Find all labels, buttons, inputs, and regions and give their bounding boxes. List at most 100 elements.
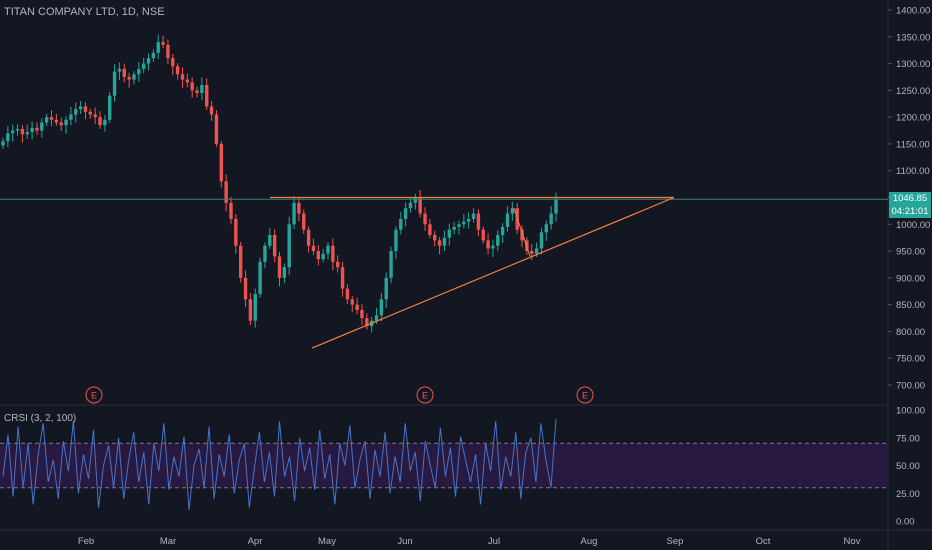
candle-body <box>219 143 223 182</box>
candle-body <box>54 119 59 123</box>
candle-body <box>238 245 243 278</box>
candle-body <box>554 199 558 214</box>
price-tick-label: 950.00 <box>896 247 925 258</box>
candle-body <box>151 52 156 59</box>
price-tick-label: 1000.00 <box>896 220 930 231</box>
bar-countdown-tag: 04:21:01 <box>889 205 931 219</box>
candle-body <box>306 229 311 246</box>
candle-body <box>74 109 78 115</box>
crsi-tick-label: 50.00 <box>896 461 920 472</box>
candle-body <box>491 245 495 249</box>
candle-body <box>389 251 393 278</box>
chart-title: TITAN COMPANY LTD, 1D, NSE <box>4 6 165 18</box>
candle-body <box>141 63 146 69</box>
price-tick-label: 750.00 <box>896 354 925 365</box>
candle-body <box>229 202 233 219</box>
candle-body <box>112 71 117 96</box>
candle-body <box>365 318 369 327</box>
candle-body <box>175 66 180 75</box>
earnings-marker <box>85 386 103 404</box>
candle-body <box>44 117 49 123</box>
candle-body <box>15 128 20 131</box>
candle-body <box>331 245 335 262</box>
candle-body <box>83 106 88 112</box>
candle-body <box>345 288 350 300</box>
candle-body <box>277 256 282 278</box>
crsi-line <box>2 418 557 510</box>
candle-body <box>64 119 68 126</box>
candle-body <box>452 226 456 230</box>
candle-body <box>350 299 354 305</box>
candle-body <box>282 267 287 278</box>
candle-body <box>205 85 209 107</box>
candle-body <box>103 119 107 126</box>
candle-body <box>486 240 490 249</box>
candle-body <box>40 122 44 131</box>
candle-body <box>146 58 151 64</box>
time-tick-label: Mar <box>160 536 176 547</box>
candle-body <box>418 197 422 214</box>
candle-body <box>297 202 301 214</box>
earnings-marker-label: E <box>91 391 97 401</box>
candle-body <box>209 106 214 115</box>
price-tick-label: 900.00 <box>896 273 925 284</box>
crsi-tick-label: 0.00 <box>896 517 915 528</box>
support-trendline <box>311 196 675 349</box>
price-tick-label: 1350.00 <box>896 32 930 43</box>
candle-body <box>127 76 131 80</box>
candle-body <box>234 218 238 246</box>
candle-body <box>69 114 73 120</box>
candle-body <box>360 310 364 319</box>
candle-body <box>1 141 5 146</box>
candle-body <box>408 202 413 209</box>
candle-body <box>263 245 267 262</box>
candle-body <box>374 315 379 321</box>
candle-body <box>316 251 321 260</box>
candle-body <box>505 213 510 227</box>
candle-body <box>466 218 471 222</box>
time-tick-label: Aug <box>581 536 598 547</box>
earnings-marker-label: E <box>422 391 428 401</box>
price-tick-label: 1100.00 <box>896 166 930 177</box>
candle-body <box>108 95 112 120</box>
candle-body <box>403 208 408 219</box>
candle-body <box>379 299 384 316</box>
candle-body <box>321 253 325 260</box>
candle-body <box>78 106 83 110</box>
candle-body <box>534 248 539 254</box>
candle-body <box>302 213 306 230</box>
candle-body <box>413 197 418 203</box>
candle-body <box>476 213 481 230</box>
candle-body <box>336 261 340 268</box>
time-tick-label: Nov <box>844 536 861 547</box>
candle-body <box>462 221 466 225</box>
candle-body <box>224 181 228 203</box>
crsi-tick-label: 25.00 <box>896 489 920 500</box>
earnings-marker-label: E <box>582 391 588 401</box>
candle-body <box>248 299 253 321</box>
candle-body <box>258 261 262 294</box>
candle-body <box>180 74 185 80</box>
price-tick-label: 1400.00 <box>896 6 930 17</box>
candle-body <box>98 117 102 126</box>
candle-body <box>132 74 136 80</box>
price-tick-label: 1150.00 <box>896 139 930 150</box>
crsi-tick-label: 75.00 <box>896 433 920 444</box>
price-tick-label: 700.00 <box>896 381 925 392</box>
candle-body <box>200 85 204 94</box>
candle-body <box>243 277 248 300</box>
candle-body <box>340 267 345 289</box>
candle-body <box>59 122 63 126</box>
candle-body <box>311 245 316 252</box>
candle-body <box>423 213 427 225</box>
candle-body <box>428 224 432 235</box>
indicator-title: CRSI (3, 2, 100) <box>4 413 77 424</box>
candle-body <box>195 90 199 94</box>
price-tick-label: 1300.00 <box>896 59 930 70</box>
price-tick-label: 800.00 <box>896 327 925 338</box>
time-tick-label: Jul <box>488 536 500 547</box>
candle-body <box>355 304 359 310</box>
candle-body <box>544 224 548 233</box>
candle-body <box>272 235 277 257</box>
